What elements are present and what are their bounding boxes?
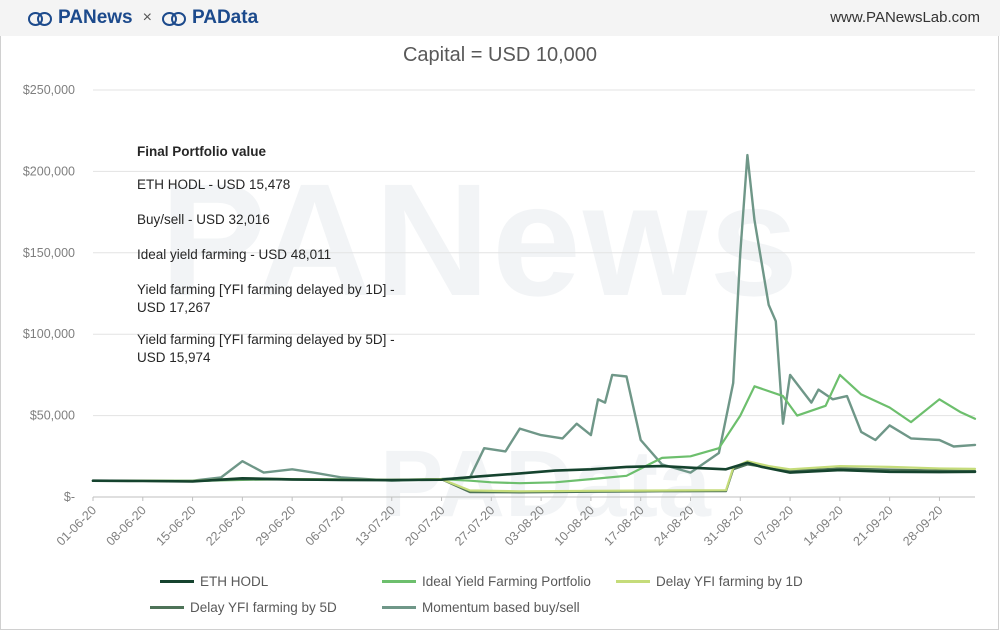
brand-logo: PANews × PAData bbox=[28, 7, 258, 29]
x-tick-label: 29-06-20 bbox=[253, 503, 298, 548]
padata-logo-icon bbox=[161, 11, 188, 26]
series-delay-1d bbox=[91, 460, 977, 493]
brand-cross: × bbox=[142, 9, 152, 26]
x-tick-label: 24-08-20 bbox=[651, 503, 696, 548]
annotation-heading: Final Portfolio value bbox=[137, 144, 267, 159]
legend-item-delay-5d: Delay YFI farming by 5D bbox=[150, 600, 337, 615]
brand-panews: PANews bbox=[58, 7, 133, 28]
legend-swatch bbox=[382, 580, 416, 583]
legend-swatch bbox=[382, 606, 416, 609]
legend-swatch bbox=[160, 580, 194, 583]
x-tick-label: 03-08-20 bbox=[502, 503, 547, 548]
legend-label: ETH HODL bbox=[200, 574, 269, 589]
y-tick-label: $200,000 bbox=[23, 164, 75, 178]
x-tick-label: 20-07-20 bbox=[402, 503, 447, 548]
header-bar: PANews × PAData www.PANewsLab.com bbox=[0, 0, 1000, 36]
annotation-delay-1d: Yield farming [YFI farming delayed by 1D… bbox=[137, 282, 395, 315]
legend-swatch bbox=[616, 580, 650, 583]
x-tick-label: 13-07-20 bbox=[353, 503, 398, 548]
x-tick-label: 22-06-20 bbox=[203, 503, 248, 548]
y-tick-label: $150,000 bbox=[23, 246, 75, 260]
x-tick-label: 27-07-20 bbox=[452, 503, 497, 548]
x-tick-label: 14-09-20 bbox=[801, 503, 846, 548]
y-tick-label: $100,000 bbox=[23, 327, 75, 341]
x-tick-label: 01-06-20 bbox=[54, 503, 99, 548]
legend-item-ideal-yield: Ideal Yield Farming Portfolio bbox=[382, 574, 591, 589]
legend-label: Ideal Yield Farming Portfolio bbox=[422, 574, 591, 589]
brand-padata: PAData bbox=[191, 7, 259, 28]
y-tick-label: $- bbox=[64, 490, 75, 504]
chart-frame bbox=[0, 36, 999, 630]
x-tick-label: 21-09-20 bbox=[850, 503, 895, 548]
x-tick-label: 31-08-20 bbox=[701, 503, 746, 548]
x-tick-label: 07-09-20 bbox=[751, 503, 796, 548]
series-eth-hodl bbox=[91, 461, 977, 483]
legend-label: Delay YFI farming by 5D bbox=[190, 600, 337, 615]
x-tick-label: 28-09-20 bbox=[900, 503, 945, 548]
y-tick-label: $50,000 bbox=[30, 409, 75, 423]
series-momentum bbox=[91, 153, 977, 482]
x-tick-label: 06-07-20 bbox=[303, 503, 348, 548]
panews-logo-icon bbox=[28, 11, 54, 26]
x-tick-label: 10-08-20 bbox=[552, 503, 597, 548]
annotation-buy-sell: Buy/sell - USD 32,016 bbox=[137, 212, 270, 227]
legend-label: Momentum based buy/sell bbox=[422, 600, 580, 615]
chart-title: Capital = USD 10,000 bbox=[402, 44, 597, 66]
legend-item-eth-hodl: ETH HODL bbox=[160, 574, 268, 589]
x-tick-label: 17-08-20 bbox=[602, 503, 647, 548]
legend-item-momentum: Momentum based buy/sell bbox=[382, 600, 580, 615]
y-tick-label: $250,000 bbox=[23, 83, 75, 97]
x-tick-label: 15-06-20 bbox=[153, 503, 198, 548]
annotation-delay-5d: Yield farming [YFI farming delayed by 5D… bbox=[137, 332, 395, 365]
x-tick-label: 08-06-20 bbox=[104, 503, 149, 548]
legend-item-delay-1d: Delay YFI farming by 1D bbox=[616, 574, 803, 589]
annotation-ideal-yield: Ideal yield farming - USD 48,011 bbox=[137, 247, 332, 262]
legend-label: Delay YFI farming by 1D bbox=[656, 574, 803, 589]
legend-swatch bbox=[150, 606, 184, 609]
annotation-eth-hodl: ETH HODL - USD 15,478 bbox=[137, 177, 291, 192]
site-url: www.PANewsLab.com bbox=[830, 9, 980, 26]
